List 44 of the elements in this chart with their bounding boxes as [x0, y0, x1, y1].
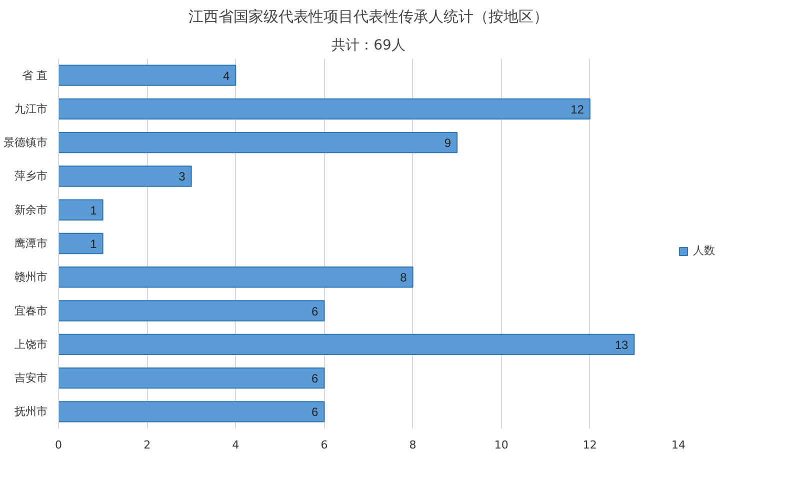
bar — [58, 199, 104, 220]
bar — [58, 401, 325, 422]
chart-title: 江西省国家级代表性项目代表性传承人统计（按地区） — [188, 8, 548, 26]
bar — [58, 266, 414, 288]
y-tick-label: 抚州市 — [14, 405, 48, 418]
x-tick-label: 14 — [672, 438, 686, 452]
bar — [58, 166, 192, 187]
x-tick-label: 8 — [409, 438, 416, 452]
y-tick-label: 省 直 — [22, 68, 48, 82]
legend-label: 人数 — [693, 243, 715, 258]
data-label: 1 — [90, 237, 98, 251]
bar — [58, 232, 104, 254]
y-tick-label: 吉安市 — [14, 372, 48, 385]
x-tick-label: 0 — [55, 438, 62, 452]
data-label: 1 — [90, 203, 98, 218]
x-tick-label: 2 — [144, 438, 151, 452]
y-tick-label: 上饶市 — [14, 338, 48, 351]
y-tick-label: 萍乡市 — [14, 170, 48, 183]
y-tick-label: 九江市 — [14, 102, 48, 116]
x-tick-label: 10 — [494, 438, 508, 452]
data-label: 3 — [178, 170, 186, 184]
bar — [58, 300, 325, 322]
x-tick-label: 12 — [582, 438, 597, 452]
bar — [58, 98, 590, 120]
data-label: 12 — [570, 102, 584, 116]
x-tick-label: 4 — [232, 438, 240, 452]
bar — [58, 132, 458, 154]
y-tick-label: 新余市 — [14, 203, 48, 216]
data-label: 4 — [222, 68, 230, 83]
data-label: 8 — [400, 270, 408, 285]
data-label: 6 — [312, 372, 319, 386]
y-tick-label: 鹰潭市 — [14, 237, 48, 250]
bar — [58, 334, 635, 355]
bar — [58, 367, 325, 389]
y-tick-label: 赣州市 — [14, 270, 48, 284]
chart-subtitle: 共计：69人 — [332, 38, 406, 54]
y-tick-label: 景德镇市 — [4, 136, 48, 150]
data-label: 13 — [614, 338, 629, 352]
data-label: 6 — [312, 405, 319, 420]
bar — [58, 64, 236, 86]
x-tick-label: 6 — [320, 438, 328, 452]
data-label: 6 — [312, 304, 319, 318]
data-label: 9 — [444, 136, 452, 150]
y-tick-label: 宜春市 — [14, 304, 48, 318]
